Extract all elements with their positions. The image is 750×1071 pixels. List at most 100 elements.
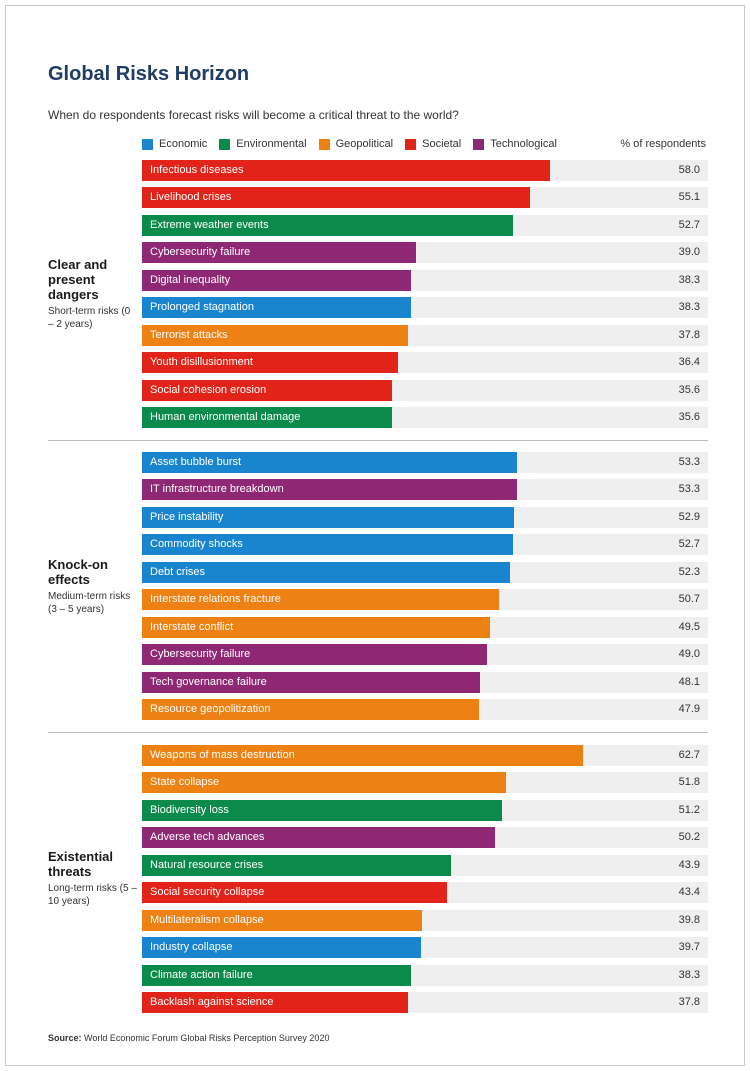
bar-resource-geopolitization xyxy=(142,699,479,720)
bar-label: Interstate conflict xyxy=(150,621,234,633)
value-label: 55.1 xyxy=(678,191,700,203)
bar-label: Climate action failure xyxy=(150,969,253,981)
bar-multilateralism-collapse xyxy=(142,910,422,931)
bar-state-collapse xyxy=(142,772,506,793)
bar-commodity-shocks xyxy=(142,534,513,555)
bar-adverse-tech-advances xyxy=(142,827,495,848)
group-subtitle: Long-term risks (5 – 10 years) xyxy=(48,883,137,907)
value-label: 52.3 xyxy=(678,566,700,578)
value-label: 52.9 xyxy=(678,511,700,523)
legend-item-technological: Technological xyxy=(473,138,557,150)
bar-youth-disillusionment xyxy=(142,352,398,373)
group-label-short-term: Clear and present dangers Short-term ris… xyxy=(48,257,138,331)
legend-swatch-economic xyxy=(142,138,153,150)
legend-swatch-societal xyxy=(405,138,417,150)
bar-livelihood-crises xyxy=(142,187,530,208)
bar-label: Cybersecurity failure xyxy=(150,246,251,258)
group-separator xyxy=(48,440,708,441)
value-label: 36.4 xyxy=(678,356,700,368)
bar-label: IT infrastructure breakdown xyxy=(150,483,284,495)
bar-label: Youth disillusionment xyxy=(150,356,253,368)
legend-item-geopolitical: Geopolitical xyxy=(318,138,394,150)
bar-label: Multilateralism collapse xyxy=(150,914,264,926)
value-label: 38.3 xyxy=(678,301,700,313)
bar-label: Tech governance failure xyxy=(150,676,267,688)
value-label: 39.8 xyxy=(678,914,700,926)
legend-label-geopolitical: Geopolitical xyxy=(335,138,394,150)
value-label: 43.4 xyxy=(678,886,700,898)
value-label: 49.0 xyxy=(678,648,700,660)
bar-label: Digital inequality xyxy=(150,274,231,286)
value-label: 52.7 xyxy=(678,219,700,231)
bar-label: Natural resource crises xyxy=(150,859,264,871)
source-prefix: Source: xyxy=(48,1033,82,1043)
bar-label: Interstate relations fracture xyxy=(150,593,281,605)
bar-social-security-collapse xyxy=(142,882,447,903)
legend-label-environmental: Environmental xyxy=(236,138,307,150)
value-label: 58.0 xyxy=(678,164,700,176)
bar-biodiversity-loss xyxy=(142,800,502,821)
group-label-long-term: Existential threats Long-term risks (5 –… xyxy=(48,849,138,908)
legend: Economic Environmental Geopolitical Soci… xyxy=(142,137,569,151)
unit-label: % of respondents xyxy=(620,138,706,150)
value-label: 38.3 xyxy=(678,969,700,981)
bar-label: Social security collapse xyxy=(150,886,265,898)
source-note: Source: World Economic Forum Global Risk… xyxy=(48,1033,329,1043)
legend-label-economic: Economic xyxy=(159,138,208,150)
value-label: 37.8 xyxy=(678,329,700,341)
legend-swatch-geopolitical xyxy=(318,138,330,150)
bar-debt-crises xyxy=(142,562,510,583)
bar-backlash-against-science xyxy=(142,992,408,1013)
value-label: 35.6 xyxy=(678,384,700,396)
bar-human-environmental-damage xyxy=(142,407,392,428)
bar-label: Cybersecurity failure xyxy=(150,648,251,660)
value-label: 62.7 xyxy=(678,749,700,761)
chart-title: Global Risks Horizon xyxy=(48,63,250,85)
bar-label: Livelihood crises xyxy=(150,191,232,203)
bar-cybersecurity-failure xyxy=(142,242,416,263)
bar-label: Commodity shocks xyxy=(150,538,243,550)
value-label: 50.2 xyxy=(678,831,700,843)
bar-weapons-of-mass-destruction xyxy=(142,745,583,766)
group-separator xyxy=(48,732,708,733)
group-title: Knock-on effects xyxy=(48,557,108,587)
bar-label: Weapons of mass destruction xyxy=(150,749,295,761)
bar-climate-action-failure xyxy=(142,965,411,986)
bar-label: Biodiversity loss xyxy=(150,804,229,816)
group-label-medium-term: Knock-on effects Medium-term risks (3 – … xyxy=(48,557,138,616)
value-label: 37.8 xyxy=(678,996,700,1008)
value-label: 52.7 xyxy=(678,538,700,550)
bar-natural-resource-crises xyxy=(142,855,451,876)
bar-label: Social cohesion erosion xyxy=(150,384,267,396)
bar-digital-inequality xyxy=(142,270,411,291)
value-label: 50.7 xyxy=(678,593,700,605)
bar-label: Adverse tech advances xyxy=(150,831,265,843)
source-text: World Economic Forum Global Risks Percep… xyxy=(81,1033,330,1043)
value-label: 48.1 xyxy=(678,676,700,688)
bar-extreme-weather-events xyxy=(142,215,513,236)
value-label: 53.3 xyxy=(678,483,700,495)
legend-item-environmental: Environmental xyxy=(219,138,307,150)
bar-label: Asset bubble burst xyxy=(150,456,242,468)
legend-swatch-environmental xyxy=(219,138,231,150)
chart-subtitle: When do respondents forecast risks will … xyxy=(48,108,459,122)
bar-it-infrastructure-breakdown xyxy=(142,479,517,500)
bar-cybersecurity-failure xyxy=(142,644,487,665)
bar-prolonged-stagnation xyxy=(142,297,411,318)
legend-label-societal: Societal xyxy=(422,138,462,150)
bar-tech-governance-failure xyxy=(142,672,480,693)
bar-label: Debt crises xyxy=(150,566,206,578)
bar-terrorist-attacks xyxy=(142,325,408,346)
legend-item-economic: Economic xyxy=(142,138,207,150)
value-label: 39.7 xyxy=(678,941,700,953)
bar-interstate-conflict xyxy=(142,617,490,638)
legend-label-technological: Technological xyxy=(490,138,557,150)
legend-swatch-technological xyxy=(473,138,485,150)
bar-industry-collapse xyxy=(142,937,421,958)
value-label: 49.5 xyxy=(678,621,700,633)
value-label: 38.3 xyxy=(678,274,700,286)
group-title: Existential threats xyxy=(48,849,114,879)
bar-label: Infectious diseases xyxy=(150,164,244,176)
group-subtitle: Medium-term risks (3 – 5 years) xyxy=(48,591,131,615)
legend-item-societal: Societal xyxy=(405,138,461,150)
